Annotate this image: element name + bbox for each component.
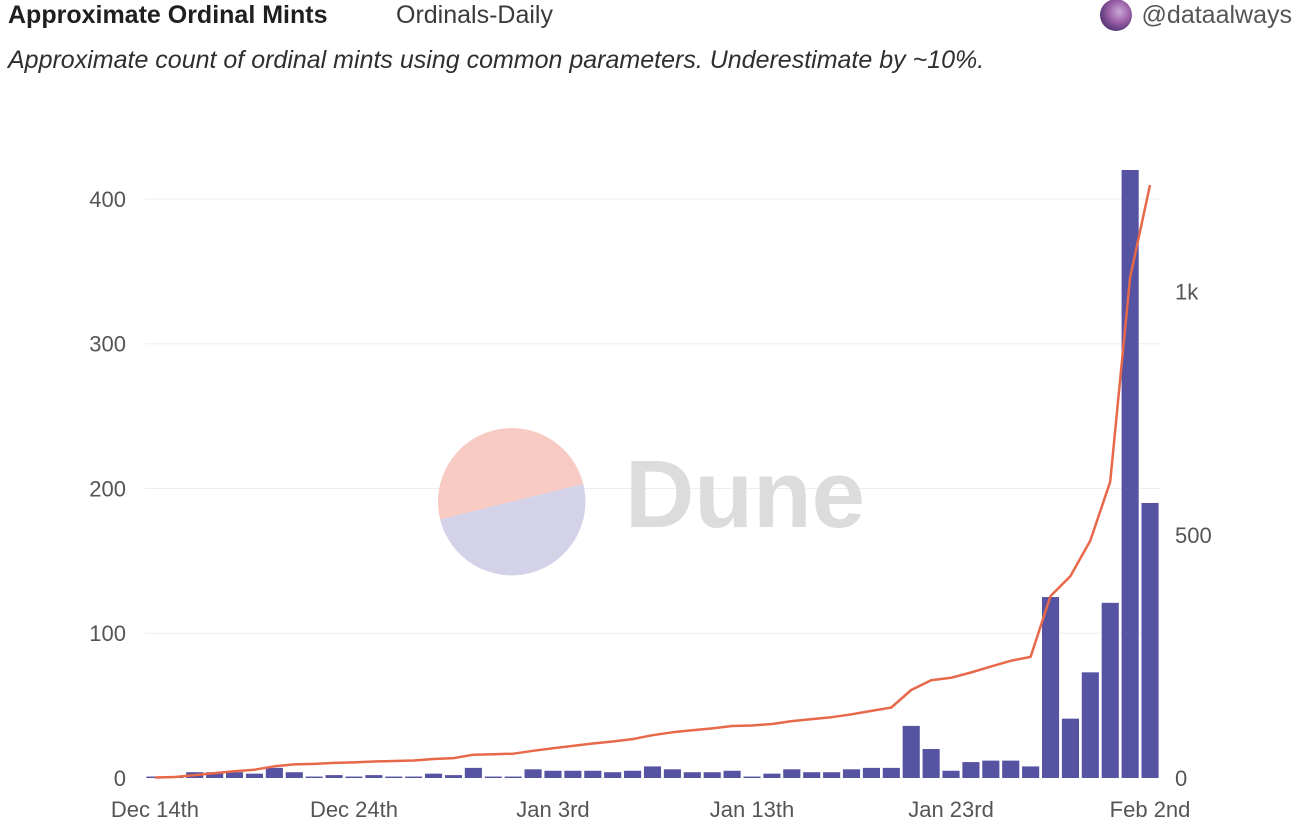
bar[interactable] xyxy=(245,773,264,778)
bar[interactable] xyxy=(942,770,960,778)
y-left-tick-label: 300 xyxy=(89,332,126,357)
bar[interactable] xyxy=(405,776,423,778)
bar[interactable] xyxy=(743,776,761,778)
bar[interactable] xyxy=(604,772,622,778)
bar[interactable] xyxy=(962,762,980,778)
y-left-tick-label: 400 xyxy=(89,187,126,212)
bar[interactable] xyxy=(464,767,482,778)
grid-lines xyxy=(145,198,1160,634)
y-right-tick-label: 1k xyxy=(1175,280,1199,305)
bar[interactable] xyxy=(1101,602,1119,778)
bar[interactable] xyxy=(763,773,781,778)
chart-description: Approximate count of ordinal mints using… xyxy=(8,46,985,74)
avatar[interactable] xyxy=(1099,0,1132,31)
bar[interactable] xyxy=(146,776,164,778)
x-axis-ticks: Dec 14th Dec 24th Jan 3rd Jan 13th Jan 23rd F… xyxy=(111,797,1190,822)
x-tick-label: Feb 2nd xyxy=(1110,797,1191,822)
y-left-tick-label: 0 xyxy=(114,766,126,791)
bar[interactable] xyxy=(265,767,283,778)
bar[interactable] xyxy=(823,772,841,778)
y-right-tick-label: 500 xyxy=(1175,523,1212,548)
bar[interactable] xyxy=(1022,766,1040,778)
bar[interactable] xyxy=(862,767,880,778)
bar[interactable] xyxy=(882,767,900,778)
watermark-text: Dune xyxy=(625,441,865,548)
bar[interactable] xyxy=(305,776,323,778)
bar[interactable] xyxy=(982,760,1000,778)
bar[interactable] xyxy=(1002,760,1020,778)
bar[interactable] xyxy=(385,776,403,778)
bar[interactable] xyxy=(584,770,602,778)
dune-watermark: Dune xyxy=(437,428,865,576)
bar[interactable] xyxy=(226,772,244,778)
watermark-logo-bottom xyxy=(440,483,586,576)
bar[interactable] xyxy=(206,772,224,778)
bar[interactable] xyxy=(663,769,681,778)
bar[interactable] xyxy=(544,770,562,778)
bar[interactable] xyxy=(723,770,741,778)
bar[interactable] xyxy=(365,775,383,778)
bar[interactable] xyxy=(803,772,821,778)
visualization-tab-name[interactable]: Ordinals-Daily xyxy=(396,1,553,29)
x-tick-label: Dec 14th xyxy=(111,797,199,822)
bar[interactable] xyxy=(643,766,662,778)
x-tick-label: Dec 24th xyxy=(310,797,398,822)
y-left-tick-label: 100 xyxy=(89,621,126,646)
chart-header: Approximate Ordinal Mints Ordinals-Daily… xyxy=(8,0,1298,31)
x-tick-label: Jan 3rd xyxy=(516,797,589,822)
y-axis-right-ticks: 0 500 1k xyxy=(1175,280,1212,791)
y-left-tick-label: 200 xyxy=(89,476,126,501)
bar[interactable] xyxy=(504,776,522,778)
line-series xyxy=(154,184,1152,779)
bar[interactable] xyxy=(345,776,363,778)
watermark-logo-top xyxy=(437,428,584,520)
bar[interactable] xyxy=(1061,718,1079,778)
bar[interactable] xyxy=(783,769,801,778)
y-right-tick-label: 0 xyxy=(1175,766,1187,791)
bar[interactable] xyxy=(484,776,502,778)
author-badge[interactable]: @dataalways xyxy=(1099,0,1292,31)
y-axis-left-ticks: 0 100 200 300 400 xyxy=(89,187,126,791)
bar[interactable] xyxy=(624,770,642,778)
bar[interactable] xyxy=(564,770,582,778)
bar[interactable] xyxy=(425,773,443,778)
bar[interactable] xyxy=(1141,502,1159,778)
bar[interactable] xyxy=(1041,597,1060,778)
bar[interactable] xyxy=(285,772,303,778)
bar[interactable] xyxy=(524,769,542,778)
chart-title: Approximate Ordinal Mints xyxy=(8,1,328,29)
bar[interactable] xyxy=(902,725,920,778)
bar[interactable] xyxy=(922,749,940,778)
bar[interactable] xyxy=(683,772,701,778)
bar[interactable] xyxy=(842,769,861,778)
x-tick-label: Jan 13th xyxy=(710,797,794,822)
author-name[interactable]: @dataalways xyxy=(1141,1,1292,29)
bar[interactable] xyxy=(1081,672,1099,778)
bar[interactable] xyxy=(325,775,343,778)
x-tick-label: Jan 23rd xyxy=(908,797,994,822)
bar[interactable] xyxy=(444,775,463,778)
bar[interactable] xyxy=(1121,170,1139,778)
bar[interactable] xyxy=(703,772,721,778)
